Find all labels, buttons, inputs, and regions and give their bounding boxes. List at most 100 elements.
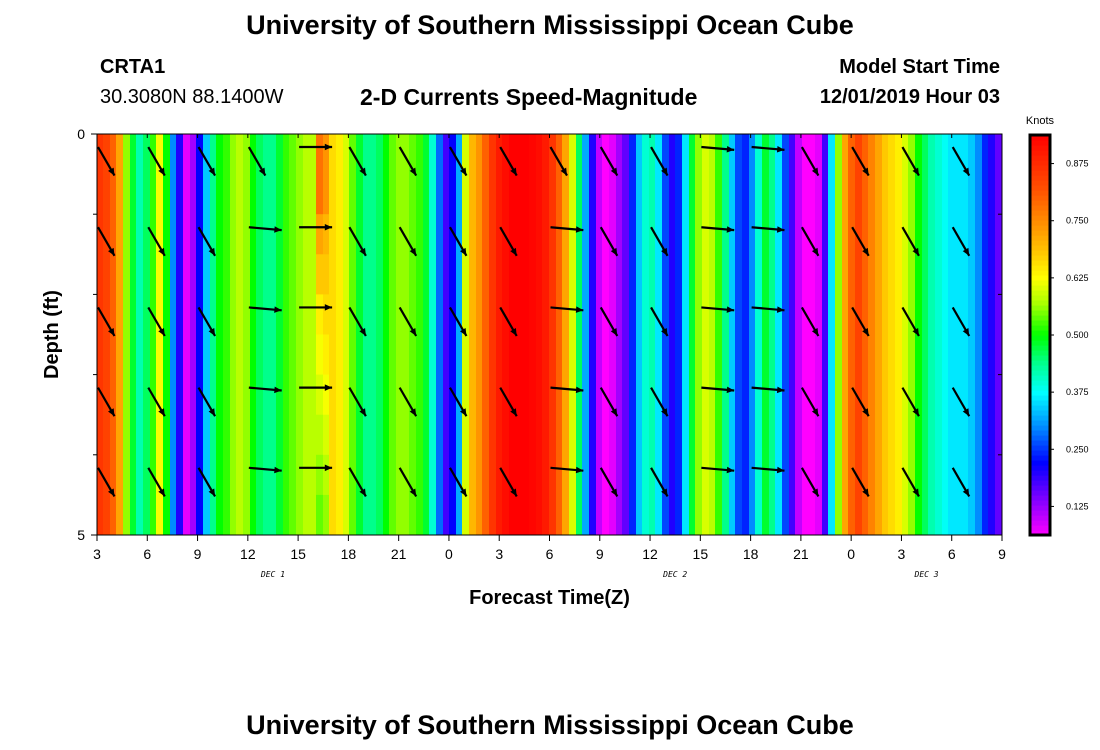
current-vector-head (158, 328, 165, 336)
current-vector-head (359, 167, 366, 176)
current-vector-head (862, 488, 869, 497)
speed-cell (902, 134, 910, 535)
current-vector-head (208, 328, 216, 336)
speed-cell (170, 134, 178, 535)
x-tick-label: 6 (143, 546, 151, 562)
speed-cell (655, 134, 664, 535)
colorbar-segment (1030, 395, 1050, 401)
x-tick-label: 12 (240, 546, 256, 562)
x-tick-label: 12 (642, 546, 658, 562)
current-vector-head (324, 464, 333, 472)
current-vector-head (409, 328, 417, 336)
speed-cell (403, 134, 411, 535)
x-tick-label: 21 (391, 546, 407, 562)
current-vector-head (811, 328, 819, 336)
colorbar-segment (1030, 275, 1050, 281)
speed-cell (802, 134, 811, 535)
colorbar-segment (1030, 530, 1050, 536)
page-title: University of Southern Mississippi Ocean… (246, 10, 854, 40)
colorbar-segment (1030, 220, 1050, 226)
speed-cell (735, 134, 744, 535)
speed-cell (476, 134, 484, 535)
speed-cell (316, 294, 325, 335)
speed-cell (542, 134, 551, 535)
current-vector-head (359, 247, 366, 256)
x-tick-label: 0 (847, 546, 855, 562)
colorbar-segment (1030, 250, 1050, 256)
colorbar-segment (1030, 320, 1050, 326)
speed-cell (742, 134, 751, 535)
colorbar-segment (1030, 430, 1050, 436)
speed-cell (935, 134, 944, 535)
current-vector-head (776, 226, 785, 233)
speed-cell (250, 134, 258, 535)
speed-cell (522, 134, 531, 535)
speed-cell (389, 134, 398, 535)
speed-cell (715, 134, 724, 535)
speed-cell (602, 134, 611, 535)
current-vector-head (962, 328, 970, 336)
colorbar-segment (1030, 440, 1050, 446)
colorbar-segment (1030, 390, 1050, 396)
colorbar-segment (1030, 520, 1050, 526)
speed-cell (323, 174, 331, 215)
speed-cell (769, 134, 777, 535)
speed-cell (289, 134, 298, 535)
current-vector-head (575, 306, 584, 313)
speed-cell (130, 134, 138, 535)
speed-cell (316, 414, 325, 456)
colorbar-segment (1030, 295, 1050, 301)
speed-cell (150, 134, 158, 535)
colorbar-segment (1030, 190, 1050, 196)
speed-cell (323, 254, 331, 295)
speed-cell (469, 134, 478, 535)
speed-cell (502, 134, 511, 535)
speed-cell (822, 134, 830, 535)
colorbar-segment (1030, 225, 1050, 231)
current-vector-head (459, 247, 467, 256)
chart-subtitle: 2-D Currents Speed-Magnitude (360, 84, 698, 110)
current-vector-head (274, 306, 282, 313)
speed-cell (642, 134, 651, 535)
x-tick-label: 15 (693, 546, 709, 562)
speed-cell (709, 134, 717, 535)
speed-cell (323, 294, 331, 335)
colorbar-segment (1030, 170, 1050, 176)
speed-cell (97, 134, 105, 535)
speed-cell (529, 134, 538, 535)
colorbar-segment (1030, 260, 1050, 266)
speed-cell (123, 134, 132, 535)
current-vector-head (510, 247, 517, 256)
current-vector-head (510, 328, 517, 336)
speed-cell (383, 134, 391, 535)
current-vector-head (208, 167, 216, 176)
colorbar-segment (1030, 470, 1050, 476)
speed-cell (316, 374, 325, 416)
colorbar-segment (1030, 360, 1050, 366)
current-vector-head (108, 247, 115, 256)
colorbar-segment (1030, 325, 1050, 331)
current-vector-head (459, 328, 467, 336)
speed-cell (236, 134, 245, 535)
speed-cell (263, 134, 272, 535)
current-vector-head (912, 408, 919, 417)
current-vector-head (359, 488, 366, 497)
current-vector-head (776, 146, 785, 153)
current-vector-head (962, 408, 970, 417)
speed-cell (176, 134, 185, 535)
colorbar-segment (1030, 410, 1050, 416)
current-vector-head (459, 488, 467, 497)
colorbar-segment (1030, 200, 1050, 206)
speed-cell (702, 134, 711, 535)
current-vector-head (575, 466, 584, 474)
speed-cell (449, 134, 458, 535)
speed-cell (482, 134, 491, 535)
speed-cell (848, 134, 857, 535)
speed-cell (323, 374, 331, 416)
x-tick-label: 0 (445, 546, 453, 562)
current-vector-head (610, 328, 618, 336)
colorbar-segment (1030, 380, 1050, 386)
speed-cell (316, 334, 325, 376)
speed-cell (789, 134, 797, 535)
current-vector-head (510, 408, 517, 417)
